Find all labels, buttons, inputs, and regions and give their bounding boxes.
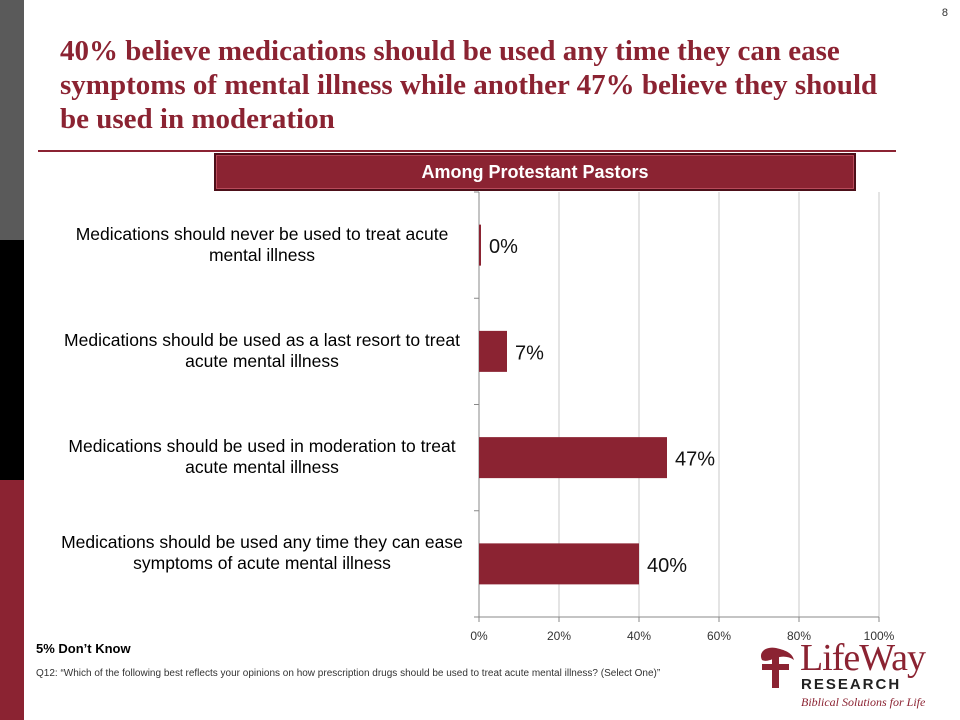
x-tick-label: 0% <box>470 629 488 643</box>
bar <box>479 224 481 266</box>
side-strip-red <box>0 480 24 720</box>
category-label: Medications should be used as a last res… <box>64 330 460 371</box>
category-label: Medications should never be used to trea… <box>75 224 449 265</box>
category-label: Medications should be used any time they… <box>61 532 463 573</box>
side-strip-grey <box>0 0 24 240</box>
slide-title: 40% believe medications should be used a… <box>60 35 878 135</box>
x-tick-label: 100% <box>864 629 895 643</box>
logo-research-text: RESEARCH <box>801 676 902 693</box>
lifeway-research-logo: LifeWay RESEARCH Biblical Solutions for … <box>754 636 944 716</box>
page-number: 8 <box>941 7 948 19</box>
bar <box>479 437 667 479</box>
logo-wordmark: LifeWay <box>800 637 926 679</box>
side-strip-black <box>0 240 24 480</box>
bar <box>479 330 507 372</box>
data-label: 0% <box>489 236 518 258</box>
data-label: 7% <box>515 342 544 364</box>
x-tick-label: 80% <box>787 629 811 643</box>
x-tick-label: 60% <box>707 629 731 643</box>
subtitle-text: Among Protestant Pastors <box>421 161 649 182</box>
x-tick-label: 20% <box>547 629 571 643</box>
dont-know-note: 5% Don’t Know <box>36 641 131 656</box>
category-label: Medications should be used in moderation… <box>68 436 456 477</box>
bar <box>479 543 639 585</box>
question-footnote: Q12: “Which of the following best reflec… <box>36 668 661 679</box>
cross-icon <box>760 647 794 688</box>
logo-tagline: Biblical Solutions for Life <box>801 695 926 709</box>
x-tick-label: 40% <box>627 629 651 643</box>
data-label: 40% <box>647 555 687 577</box>
data-label: 47% <box>675 449 715 471</box>
title-divider <box>38 150 896 152</box>
subtitle-banner: Among Protestant Pastors <box>214 153 856 191</box>
